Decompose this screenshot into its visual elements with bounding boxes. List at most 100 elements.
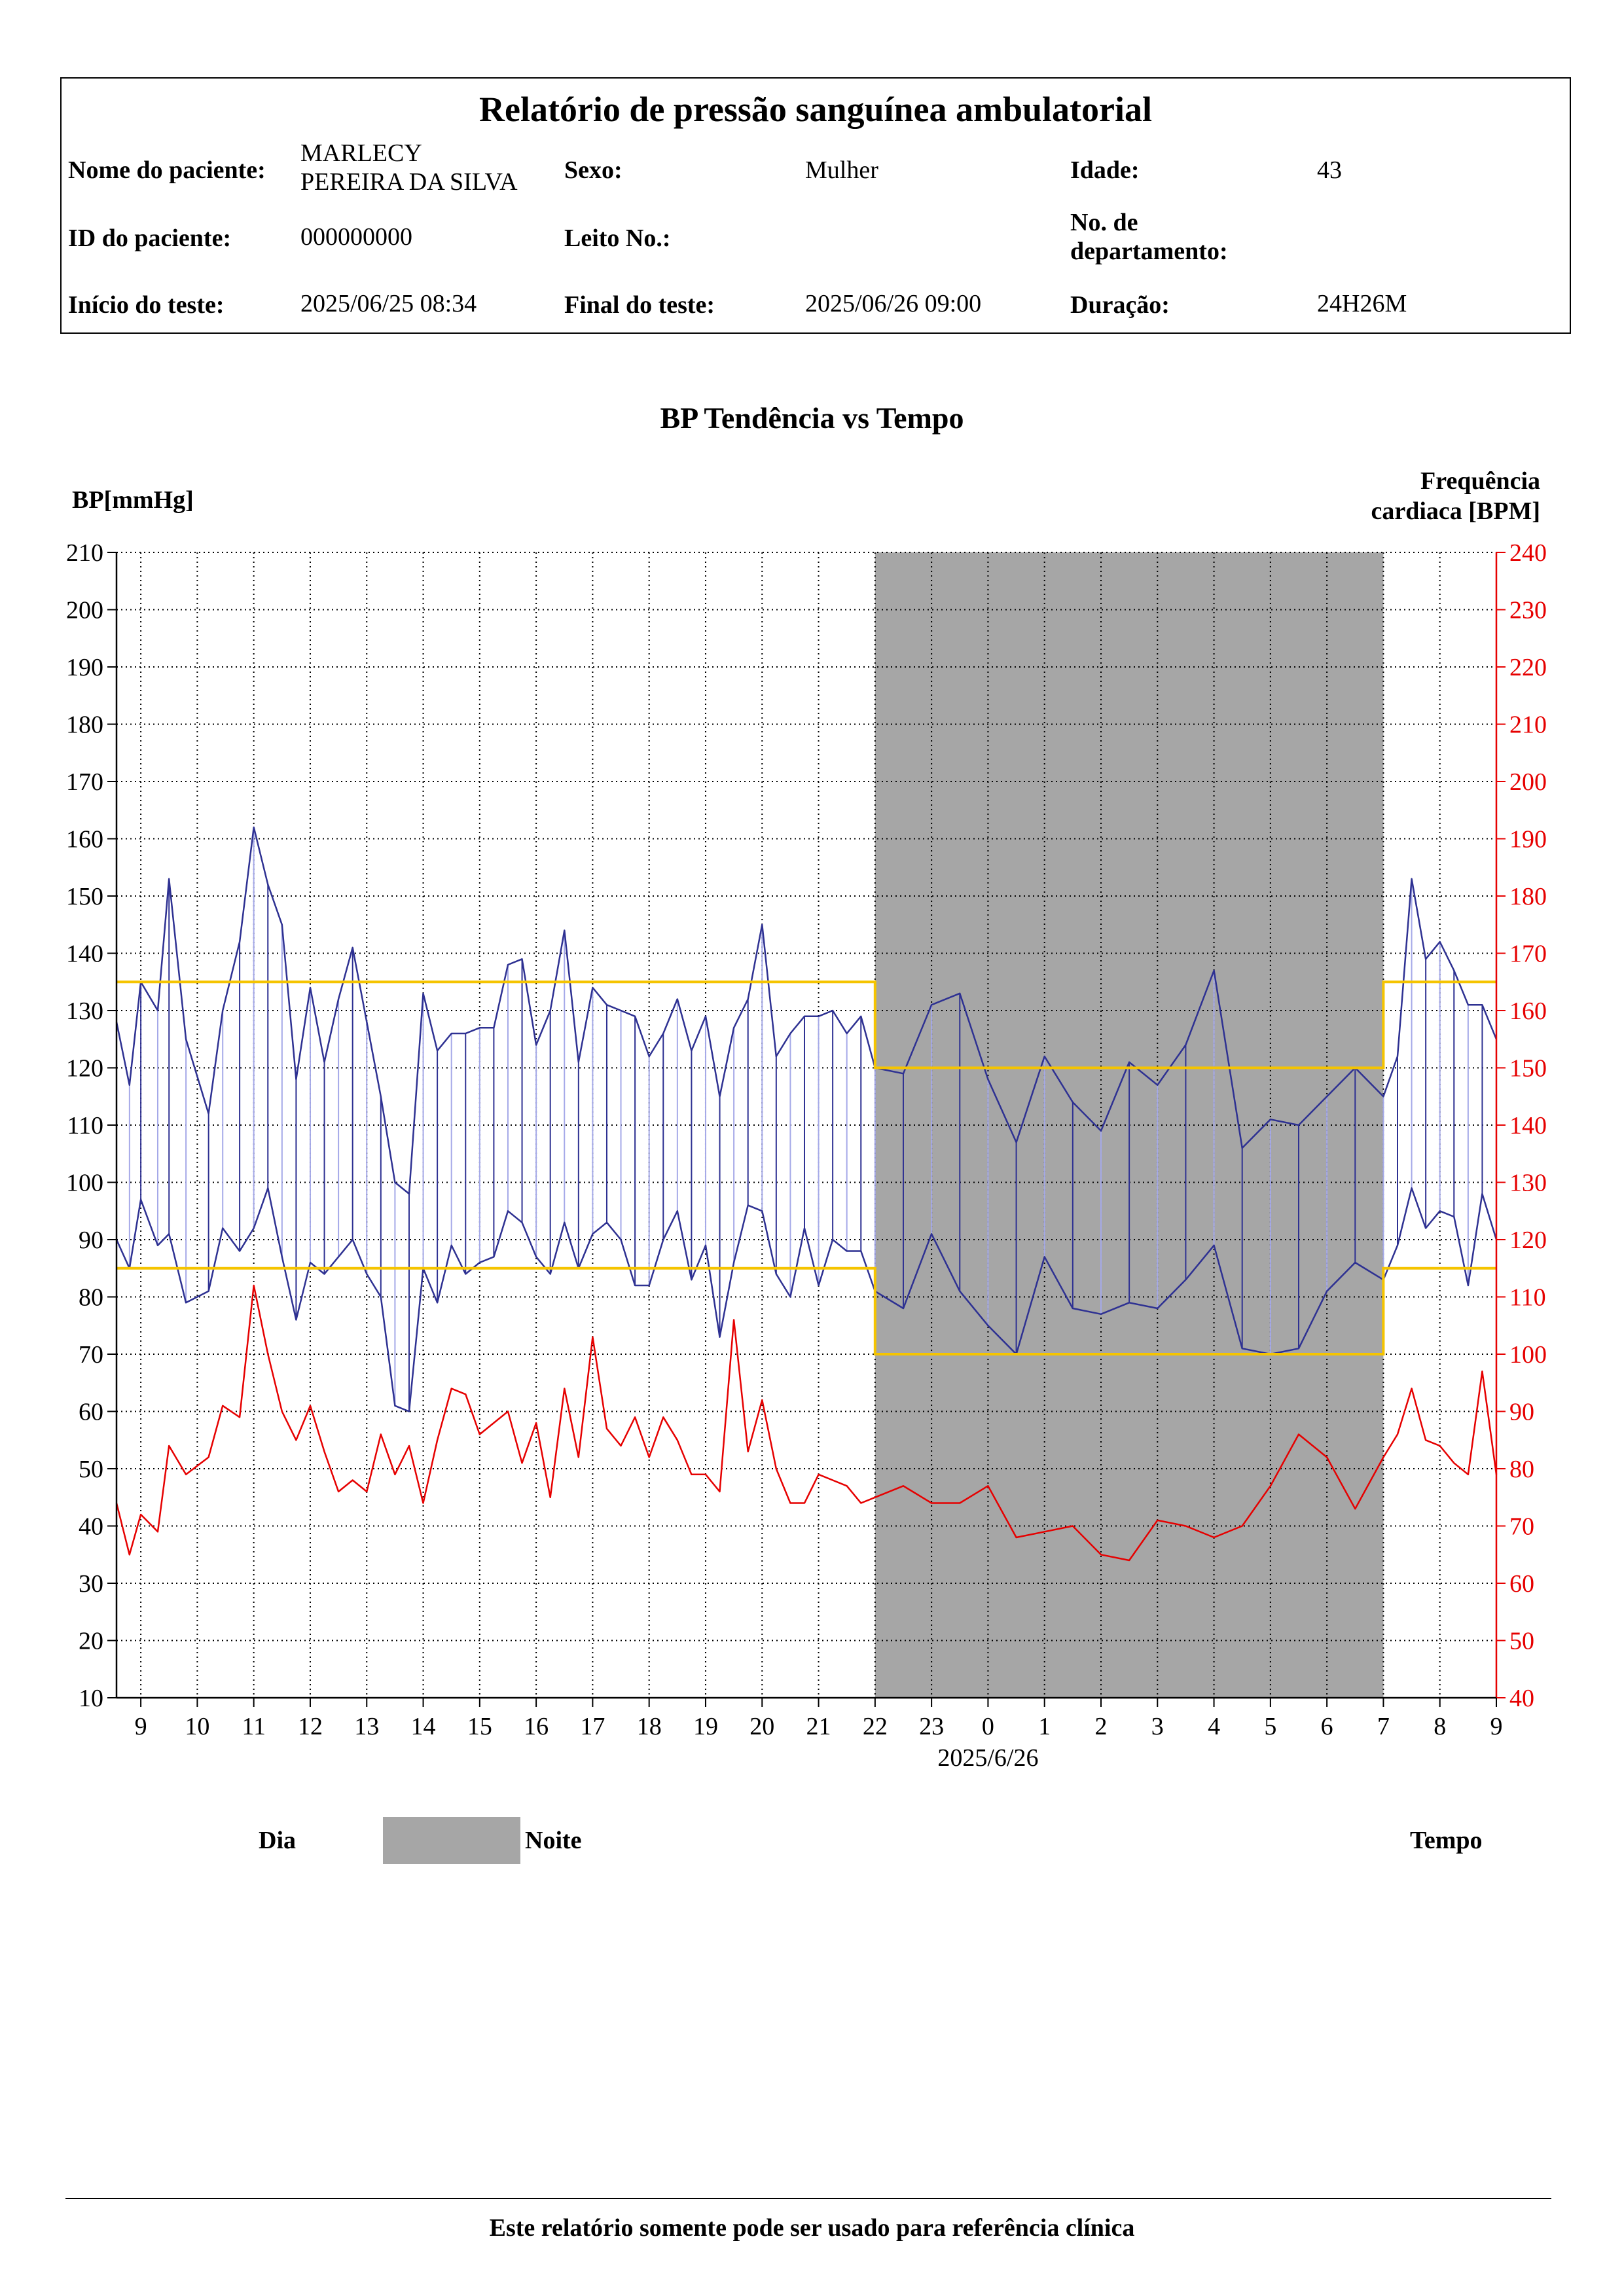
x-tick-label: 12 xyxy=(298,1713,323,1740)
y-tick-label-left: 60 xyxy=(79,1399,103,1426)
chart-title: BP Tendência vs Tempo xyxy=(660,401,964,435)
y-tick-label-left: 190 xyxy=(66,654,103,681)
x-tick-label: 23 xyxy=(919,1713,944,1740)
x-tick-label: 21 xyxy=(806,1713,831,1740)
x-tick-label: 11 xyxy=(242,1713,266,1740)
patient-id-label: ID do paciente: xyxy=(68,224,232,252)
x-tick-label: 18 xyxy=(637,1713,662,1740)
test-start-label: Início do teste: xyxy=(68,291,225,319)
department-label: No. de departamento: xyxy=(1070,209,1228,265)
x-tick-label: 10 xyxy=(185,1713,209,1740)
y-tick-label-left: 20 xyxy=(79,1628,103,1655)
x-tick-label: 3 xyxy=(1151,1713,1164,1740)
patient-name-label: Nome do paciente: xyxy=(68,156,266,184)
y-tick-label-left: 80 xyxy=(79,1284,103,1312)
patient-id-value: 000000000 xyxy=(300,223,412,251)
y-tick-label-right: 200 xyxy=(1509,768,1547,796)
test-start-value: 2025/06/25 08:34 xyxy=(300,290,477,317)
y-tick-label-right: 40 xyxy=(1509,1685,1534,1712)
y-tick-label-right: 170 xyxy=(1509,941,1547,968)
y-tick-label-left: 160 xyxy=(66,826,103,853)
y-tick-label-left: 130 xyxy=(66,997,103,1025)
x-tick-label: 2 xyxy=(1094,1713,1107,1740)
x-tick-label: 4 xyxy=(1208,1713,1220,1740)
footer-divider xyxy=(65,2198,1551,2199)
y-tick-label-right: 230 xyxy=(1509,597,1547,624)
y-tick-label-left: 170 xyxy=(66,768,103,796)
patient-name-value: MARLECY PEREIRA DA SILVA xyxy=(300,139,518,196)
bp-trend-chart: 10 20 30 40 50 60 70 80 90 100 110 120 130 140 150 160 1… xyxy=(66,539,1547,1772)
age-label: Idade: xyxy=(1070,156,1140,184)
x-tick-label: 16 xyxy=(524,1713,549,1740)
report-header-box: Relatório de pressão sanguínea ambulator… xyxy=(60,77,1571,334)
duration-label: Duração: xyxy=(1070,291,1170,319)
y-tick-label-left: 90 xyxy=(79,1227,103,1254)
x-tick-label: 9 xyxy=(1490,1713,1503,1740)
x-tick-label: 20 xyxy=(749,1713,774,1740)
sex-value: Mulher xyxy=(805,156,878,184)
sex-label: Sexo: xyxy=(564,156,623,184)
duration-value: 24H26M xyxy=(1317,290,1407,317)
y-tick-label-right: 60 xyxy=(1509,1570,1534,1598)
y-tick-label-right: 130 xyxy=(1509,1170,1547,1197)
x-tick-label: 14 xyxy=(411,1713,436,1740)
y-tick-label-right: 220 xyxy=(1509,654,1547,681)
y-tick-label-left: 50 xyxy=(79,1456,103,1483)
y-tick-label-right: 70 xyxy=(1509,1513,1534,1541)
x-tick-label: 5 xyxy=(1264,1713,1276,1740)
series-layer xyxy=(115,826,1498,1562)
y-tick-label-left: 10 xyxy=(79,1685,103,1712)
x-tick-label: 13 xyxy=(354,1713,379,1740)
y-tick-label-left: 70 xyxy=(79,1341,103,1369)
diastolic-line xyxy=(115,1187,1498,1412)
age-value: 43 xyxy=(1317,156,1342,184)
legend-night-swatch xyxy=(383,1817,520,1864)
footer-note: Este relatório somente pode ser usado pa… xyxy=(489,2214,1135,2242)
x-tick-label: 8 xyxy=(1434,1713,1446,1740)
y-tick-label-right: 210 xyxy=(1509,711,1547,739)
legend-night-label: Noite xyxy=(525,1827,582,1854)
y-tick-label-left: 180 xyxy=(66,711,103,739)
test-end-value: 2025/06/26 09:00 xyxy=(805,290,982,317)
report-title: Relatório de pressão sanguínea ambulator… xyxy=(478,90,1153,129)
y-tick-label-right: 80 xyxy=(1509,1456,1534,1483)
diastolic-threshold-line xyxy=(117,1266,1496,1355)
x-tick-label: 15 xyxy=(467,1713,492,1740)
threshold-layer xyxy=(117,980,1496,1355)
y-tick-label-right: 120 xyxy=(1509,1227,1547,1254)
y-tick-label-left: 120 xyxy=(66,1055,103,1083)
y-tick-label-left: 110 xyxy=(67,1112,103,1139)
y-tick-label-right: 160 xyxy=(1509,997,1547,1025)
x-date-label: 2025/6/26 xyxy=(937,1744,1038,1772)
x-tick-label: 9 xyxy=(135,1713,147,1740)
tick-labels-layer: 10 20 30 40 50 60 70 80 90 100 110 120 130 140 150 160 1… xyxy=(66,539,1547,1772)
y-axis-left-label: BP[mmHg] xyxy=(72,486,194,514)
y-tick-label-right: 190 xyxy=(1509,826,1547,853)
heart_rate-line xyxy=(115,1284,1498,1562)
y-tick-label-left: 210 xyxy=(66,539,103,567)
bp-range-bars-layer xyxy=(116,827,1497,1412)
x-tick-label: 19 xyxy=(693,1713,718,1740)
y-tick-label-left: 150 xyxy=(66,883,103,910)
y-tick-label-right: 180 xyxy=(1509,883,1547,910)
y-tick-label-left: 140 xyxy=(66,941,103,968)
x-tick-label: 7 xyxy=(1377,1713,1390,1740)
axes-layer xyxy=(107,552,1506,1707)
y-tick-label-right: 240 xyxy=(1509,539,1547,567)
systolic-threshold-line xyxy=(117,980,1496,1069)
y-tick-label-left: 30 xyxy=(79,1570,103,1598)
y-tick-label-right: 110 xyxy=(1509,1284,1546,1312)
y-tick-label-left: 40 xyxy=(79,1513,103,1541)
y-tick-label-right: 140 xyxy=(1509,1112,1547,1139)
y-tick-label-right: 100 xyxy=(1509,1341,1547,1369)
x-tick-label: 6 xyxy=(1321,1713,1333,1740)
y-tick-label-left: 100 xyxy=(66,1170,103,1197)
legend-time-label: Tempo xyxy=(1410,1827,1483,1854)
test-end-label: Final do teste: xyxy=(564,291,715,319)
x-tick-label: 17 xyxy=(580,1713,605,1740)
bed-label: Leito No.: xyxy=(564,224,671,252)
x-tick-label: 22 xyxy=(863,1713,888,1740)
y-tick-label-right: 150 xyxy=(1509,1055,1547,1083)
y-tick-label-right: 50 xyxy=(1509,1628,1534,1655)
legend-day-label: Dia xyxy=(259,1827,296,1854)
